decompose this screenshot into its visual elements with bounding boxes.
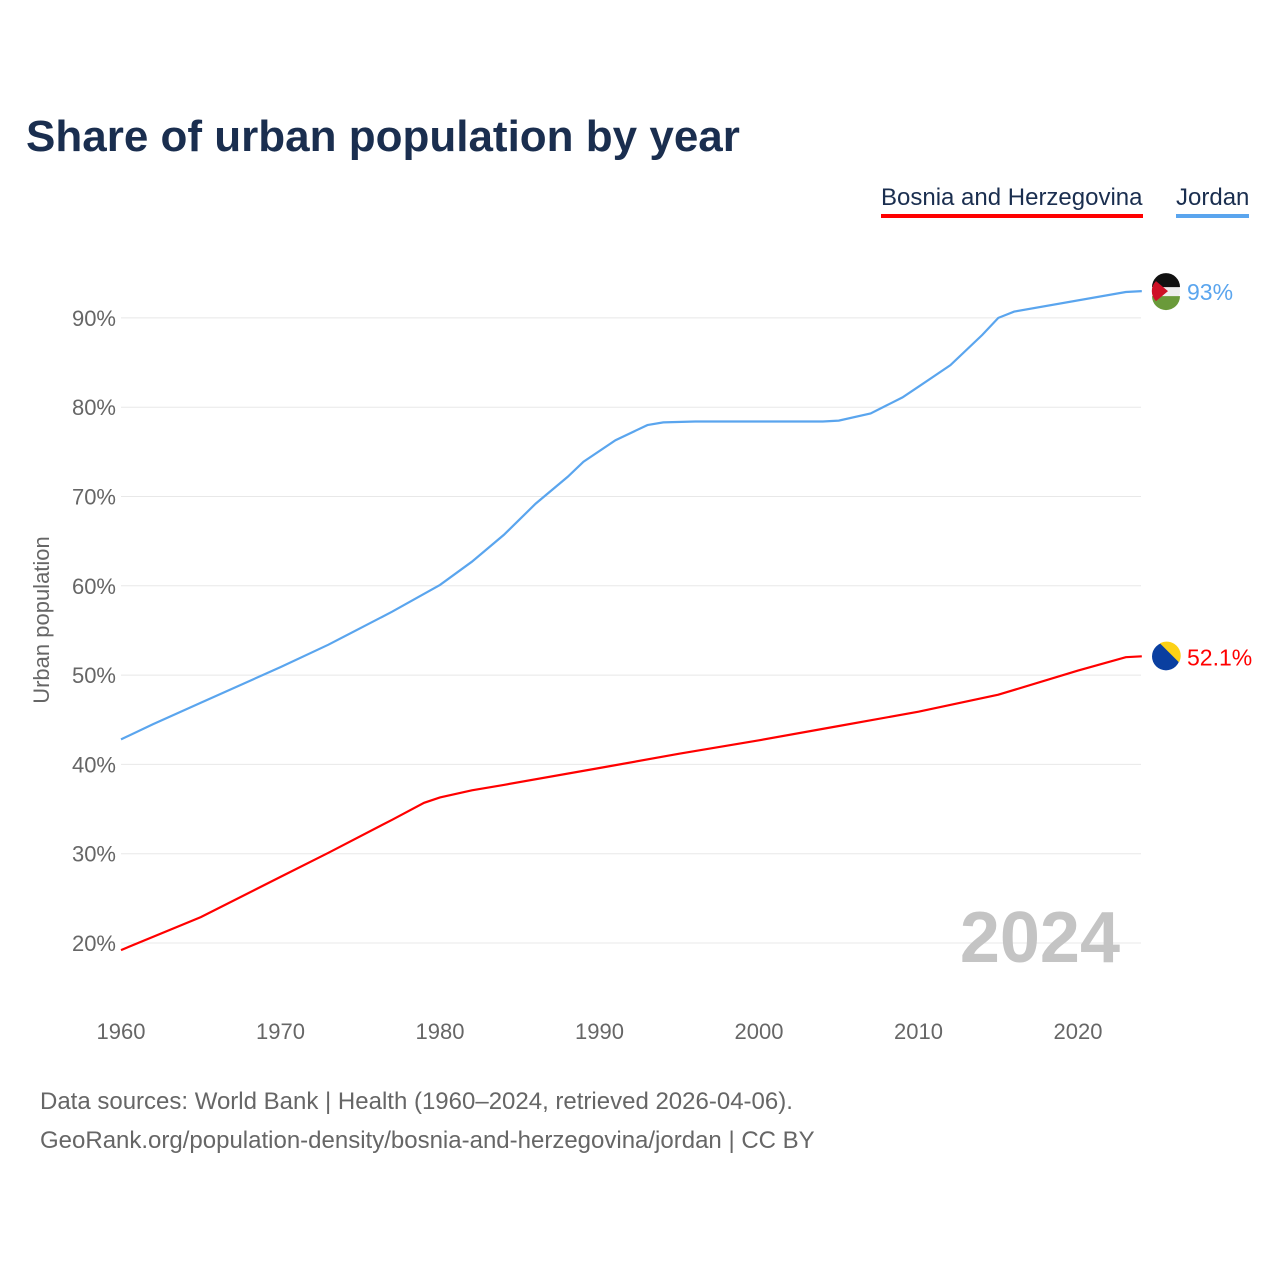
series-line-bosnia — [120, 655, 1142, 952]
series-line-jordan — [120, 290, 1142, 741]
flag-stripe — [1152, 296, 1180, 311]
y-tick-label: 70% — [72, 485, 116, 510]
y-tick-label: 90% — [72, 306, 116, 331]
x-tick-label: 1990 — [575, 1019, 624, 1044]
data-source: Data sources: World Bank | Health (1960–… — [40, 1088, 793, 1115]
x-tick-label: 2020 — [1054, 1019, 1103, 1044]
flag-triangle — [1160, 641, 1181, 663]
x-tick-label: 2010 — [894, 1019, 943, 1044]
source-url[interactable]: GeoRank.org/population-density/bosnia-an… — [40, 1127, 815, 1154]
y-tick-label: 40% — [72, 752, 116, 777]
y-tick-label: 80% — [72, 395, 116, 420]
year-watermark: 2024 — [960, 898, 1120, 978]
y-tick-label: 30% — [72, 842, 116, 867]
x-tick-label: 1980 — [416, 1019, 465, 1044]
flag-triangle — [1151, 281, 1168, 302]
chart-title: Share of urban population by year — [26, 112, 740, 161]
end-label-bosnia: 52.1% — [1187, 644, 1252, 670]
x-tick-label: 1960 — [97, 1019, 146, 1044]
legend-jordan[interactable]: Jordan — [1176, 184, 1250, 218]
end-label-jordan: 93% — [1187, 279, 1233, 305]
y-tick-label: 50% — [72, 663, 116, 688]
x-tick-label: 1970 — [256, 1019, 305, 1044]
legend-bosnia[interactable]: Bosnia and Herzegovina — [881, 184, 1143, 218]
x-tick-label: 2000 — [735, 1019, 784, 1044]
y-axis-label: Urban population — [29, 536, 54, 704]
y-tick-label: 20% — [72, 931, 116, 956]
y-tick-label: 60% — [72, 574, 116, 599]
